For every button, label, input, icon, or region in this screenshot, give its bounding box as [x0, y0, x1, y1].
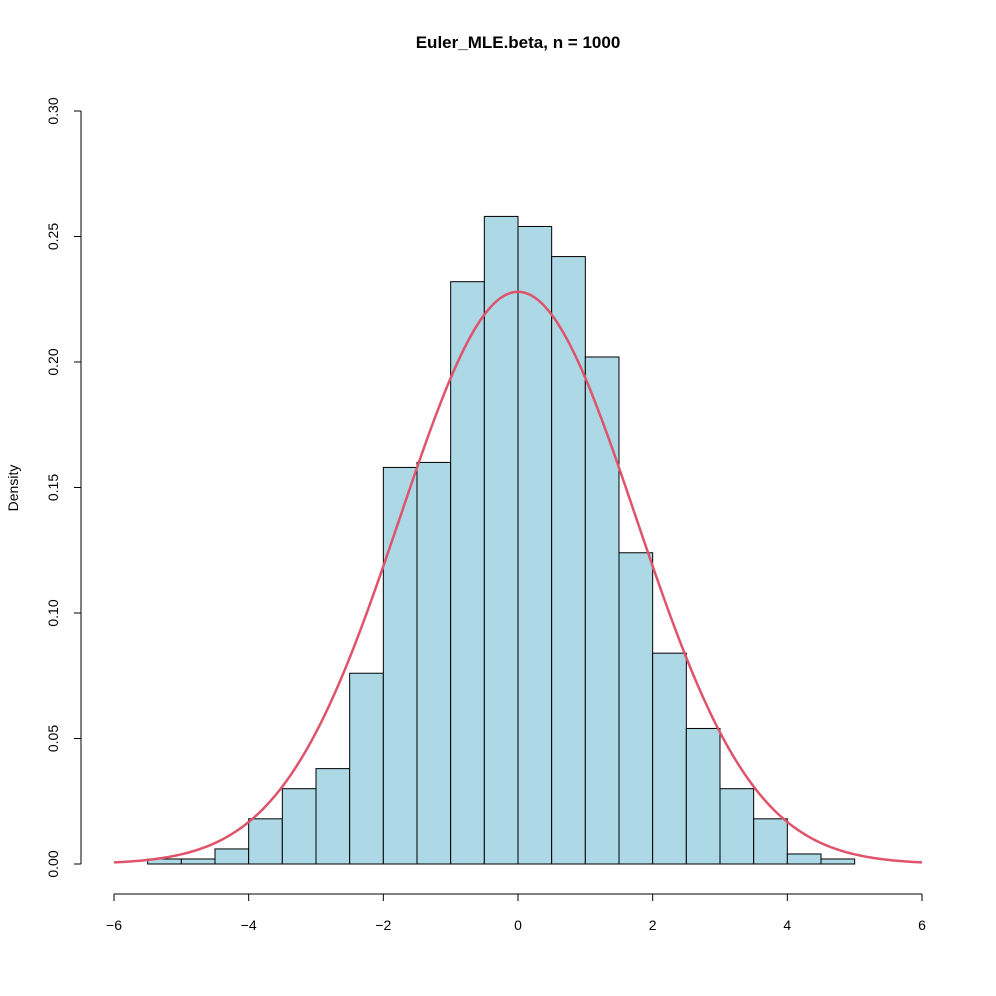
histogram-bar [685, 727, 721, 865]
histogram-bar [416, 461, 452, 865]
histogram-bar [180, 858, 216, 865]
y-tick-label: 0.10 [45, 599, 61, 626]
x-axis: −6 −4 −2 0 2 4 6 [106, 893, 926, 933]
histogram-bar [652, 652, 687, 865]
histogram-bar [584, 356, 620, 865]
y-tick-label: 0.20 [45, 348, 61, 375]
histogram-bar [719, 788, 755, 865]
x-tick-label: −6 [106, 917, 122, 933]
histogram-bar [214, 848, 250, 865]
histogram-bar [281, 788, 317, 865]
histogram-bar [517, 225, 553, 865]
histogram-bar [753, 818, 788, 865]
histogram-bar [315, 768, 351, 865]
y-tick-label: 0.15 [45, 474, 61, 501]
y-axis: 0.00 0.05 0.10 0.15 0.20 0.25 0.30 [45, 97, 82, 878]
y-axis-label: Density [5, 465, 21, 512]
x-tick-label: −4 [241, 917, 257, 933]
x-tick-label: 6 [918, 917, 926, 933]
y-tick-label: 0.00 [45, 850, 61, 877]
x-tick-label: 0 [514, 917, 522, 933]
x-tick-label: −2 [375, 917, 391, 933]
x-tick-label: 2 [649, 917, 657, 933]
histogram-bar [786, 853, 822, 865]
histogram-bar [382, 466, 418, 865]
histogram-bar [248, 818, 283, 865]
y-tick-label: 0.30 [45, 97, 61, 124]
y-tick-label: 0.25 [45, 223, 61, 250]
chart-title: Euler_MLE.beta, n = 1000 [416, 33, 621, 52]
density-curve [113, 290, 923, 864]
histogram-bar [618, 552, 654, 865]
y-tick-label: 0.05 [45, 725, 61, 752]
histogram-bar [820, 858, 856, 865]
histogram-bar [551, 256, 586, 865]
histogram-bar [483, 215, 519, 865]
histogram-bar [349, 672, 384, 865]
x-tick-label: 4 [783, 917, 791, 933]
